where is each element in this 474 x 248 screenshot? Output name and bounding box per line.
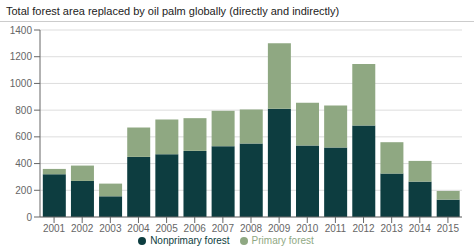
svg-text:2003: 2003: [99, 223, 122, 234]
svg-text:2009: 2009: [268, 223, 291, 234]
html-text:Nonprimary forest: Nonprimary forest: [150, 235, 230, 246]
svg-text:2012: 2012: [352, 223, 375, 234]
svg-text:2015: 2015: [437, 223, 460, 234]
svg-text:2011: 2011: [325, 223, 347, 234]
svg-text:2004: 2004: [127, 223, 150, 234]
svg-text:0: 0: [26, 212, 32, 223]
svg-text:2001: 2001: [43, 223, 66, 234]
svg-text:2008: 2008: [240, 223, 263, 234]
svg-text:2005: 2005: [155, 223, 178, 234]
svg-text:1400: 1400: [10, 25, 33, 36]
svg-text:400: 400: [15, 158, 32, 169]
svg-text:1200: 1200: [10, 51, 33, 62]
svg-text:200: 200: [15, 185, 32, 196]
svg-text:2002: 2002: [71, 223, 94, 234]
svg-text:2013: 2013: [381, 223, 404, 234]
html-text:Primary forest: Primary forest: [251, 235, 314, 246]
svg-text:800: 800: [15, 105, 32, 116]
html-text:Total forest area replaced by: Total forest area replaced by oil palm g…: [6, 5, 340, 17]
svg-text:600: 600: [15, 131, 32, 142]
svg-text:2010: 2010: [296, 223, 319, 234]
svg-text:2006: 2006: [184, 223, 207, 234]
svg-text:2007: 2007: [212, 223, 235, 234]
svg-text:1000: 1000: [10, 78, 33, 89]
svg-text:2014: 2014: [409, 223, 432, 234]
